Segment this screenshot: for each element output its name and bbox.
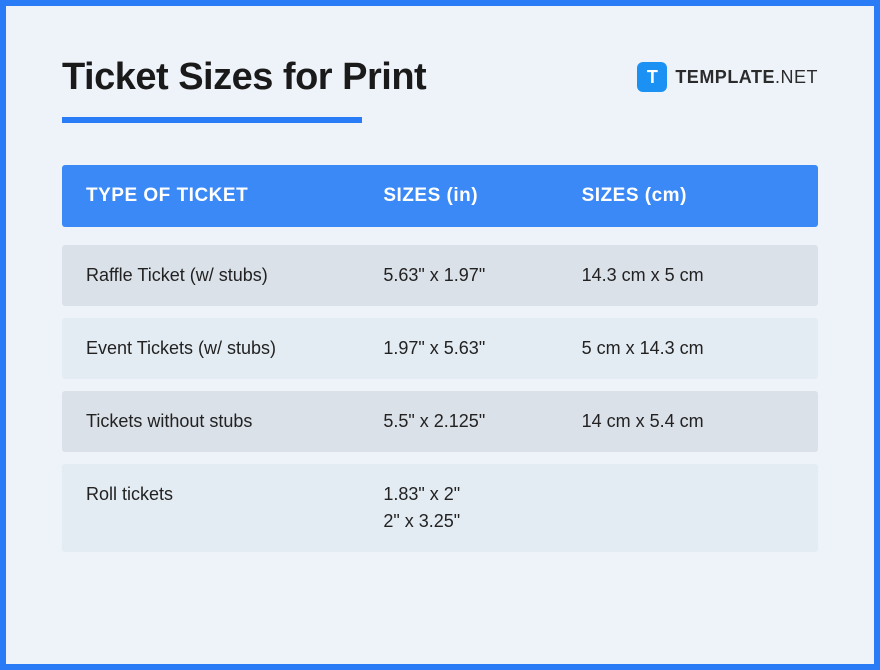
cell-sizes-in: 1.97" x 5.63" [383, 338, 581, 359]
page-title: Ticket Sizes for Print [62, 56, 426, 99]
cell-sizes-cm: 5 cm x 14.3 cm [582, 338, 794, 359]
header-row: Ticket Sizes for Print T TEMPLATE.NET [62, 56, 818, 123]
title-block: Ticket Sizes for Print [62, 56, 426, 123]
brand-logo: T TEMPLATE.NET [637, 62, 818, 92]
table-row: Tickets without stubs5.5" x 2.125"14 cm … [62, 391, 818, 452]
cell-type: Event Tickets (w/ stubs) [86, 338, 383, 359]
cell-type: Tickets without stubs [86, 411, 383, 432]
cell-type: Raffle Ticket (w/ stubs) [86, 265, 383, 286]
column-header-cm: SIZES (cm) [582, 185, 794, 207]
column-header-type: TYPE OF TICKET [86, 185, 383, 207]
cell-sizes-in: 5.5" x 2.125" [383, 411, 581, 432]
table-row: Raffle Ticket (w/ stubs)5.63" x 1.97"14.… [62, 245, 818, 306]
cell-sizes-in: 5.63" x 1.97" [383, 265, 581, 286]
infographic-frame: Ticket Sizes for Print T TEMPLATE.NET TY… [0, 0, 880, 670]
size-in-value: 5.63" x 1.97" [383, 265, 581, 286]
size-in-value: 5.5" x 2.125" [383, 411, 581, 432]
size-cm-value: 14.3 cm x 5 cm [582, 265, 794, 286]
brand-icon-letter: T [647, 67, 658, 88]
cell-sizes-cm: 14 cm x 5.4 cm [582, 411, 794, 432]
brand-name-bold: TEMPLATE [675, 67, 775, 87]
cell-type: Roll tickets [86, 484, 383, 532]
column-header-in: SIZES (in) [383, 185, 581, 207]
cell-sizes-cm: 14.3 cm x 5 cm [582, 265, 794, 286]
table-body: Raffle Ticket (w/ stubs)5.63" x 1.97"14.… [62, 245, 818, 552]
brand-icon: T [637, 62, 667, 92]
title-underline [62, 117, 362, 123]
size-cm-value: 5 cm x 14.3 cm [582, 338, 794, 359]
table-header: TYPE OF TICKET SIZES (in) SIZES (cm) [62, 165, 818, 227]
brand-text: TEMPLATE.NET [675, 67, 818, 88]
size-cm-value: 14 cm x 5.4 cm [582, 411, 794, 432]
cell-sizes-in: 1.83" x 2" 2" x 3.25" [383, 484, 581, 532]
ticket-sizes-table: TYPE OF TICKET SIZES (in) SIZES (cm) Raf… [62, 165, 818, 552]
brand-name-light: .NET [775, 67, 818, 87]
cell-sizes-cm [582, 484, 794, 532]
table-row: Roll tickets1.83" x 2" 2" x 3.25" [62, 464, 818, 552]
table-row: Event Tickets (w/ stubs)1.97" x 5.63"5 c… [62, 318, 818, 379]
size-in-value: 1.83" x 2" [383, 484, 581, 505]
size-in-value: 1.97" x 5.63" [383, 338, 581, 359]
size-in-value: 2" x 3.25" [383, 511, 581, 532]
